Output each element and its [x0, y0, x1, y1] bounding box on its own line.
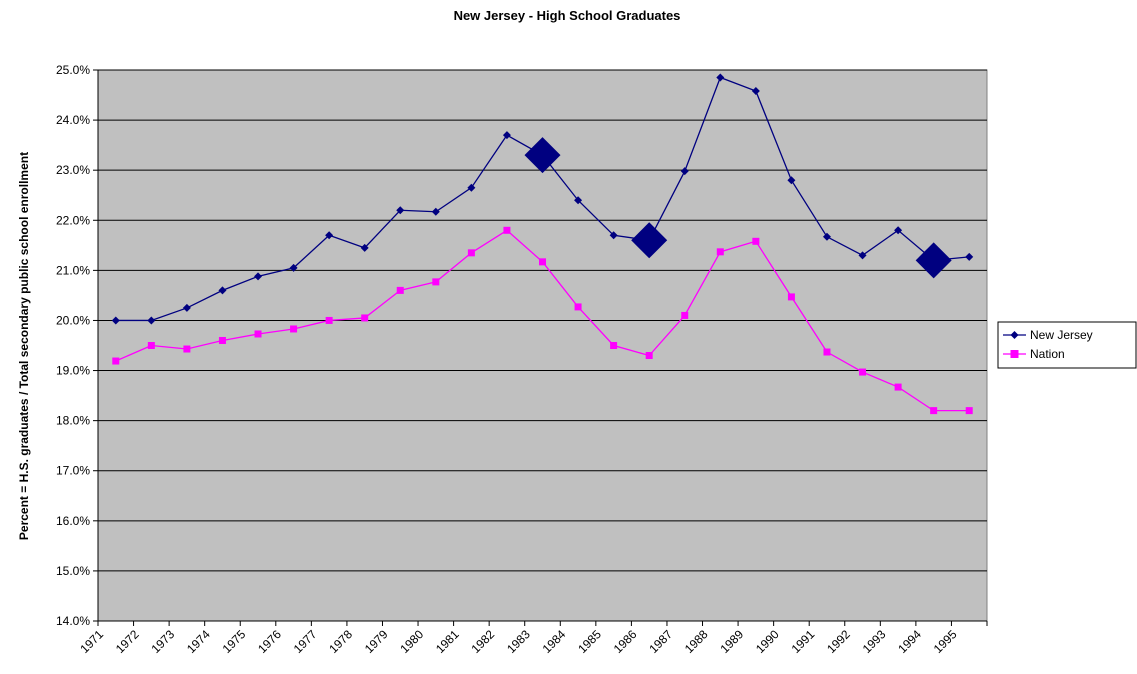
marker	[716, 248, 724, 256]
marker	[467, 249, 475, 257]
marker	[147, 316, 156, 325]
marker	[503, 226, 511, 234]
marker	[787, 293, 795, 301]
x-tick-label: 1981	[433, 627, 462, 656]
marker	[218, 286, 227, 295]
x-tick-label: 1980	[397, 627, 426, 656]
y-tick-label: 19.0%	[56, 364, 90, 378]
marker	[539, 258, 546, 266]
x-tick-label: 1977	[291, 627, 320, 656]
y-tick-label: 25.0%	[56, 63, 90, 77]
highlight-marker	[524, 137, 561, 174]
marker	[822, 232, 831, 241]
y-tick-label: 18.0%	[56, 414, 90, 428]
marker	[325, 316, 333, 324]
x-tick-label: 1993	[860, 627, 889, 656]
x-tick-label: 1984	[540, 627, 569, 656]
x-tick-label: 1978	[326, 627, 355, 656]
marker	[930, 407, 938, 415]
x-tick-label: 1974	[184, 627, 213, 656]
legend-label: New Jersey	[1030, 328, 1093, 342]
y-tick-label: 17.0%	[56, 464, 90, 478]
legend-marker	[1010, 331, 1019, 339]
y-tick-label: 16.0%	[56, 514, 90, 528]
marker	[645, 352, 653, 360]
marker	[361, 314, 369, 322]
legend-marker	[1010, 350, 1019, 358]
x-tick-label: 1986	[611, 627, 640, 656]
marker	[147, 342, 155, 349]
x-tick-label: 1988	[682, 627, 711, 656]
marker	[431, 207, 440, 216]
x-tick-label: 1992	[824, 627, 853, 656]
marker	[965, 252, 974, 261]
marker	[360, 243, 369, 252]
marker	[289, 263, 298, 272]
x-tick-label: 1987	[646, 627, 675, 656]
x-tick-label: 1989	[717, 627, 746, 656]
marker	[823, 348, 831, 356]
x-tick-label: 1971	[77, 627, 106, 656]
marker	[716, 73, 725, 82]
x-tick-label: 1975	[220, 627, 249, 656]
x-tick-label: 1983	[504, 627, 533, 656]
highlight-marker	[915, 242, 952, 279]
marker	[254, 330, 262, 338]
marker	[858, 251, 867, 260]
x-tick-label: 1972	[113, 627, 142, 656]
x-tick-label: 1994	[895, 627, 924, 656]
marker	[396, 206, 405, 215]
marker	[290, 325, 298, 333]
chart-title: New Jersey - High School Graduates	[454, 8, 681, 23]
x-tick-label: 1982	[468, 627, 497, 656]
marker	[183, 345, 191, 353]
marker	[396, 286, 404, 294]
marker	[432, 278, 440, 286]
x-tick-label: 1976	[255, 627, 284, 656]
marker	[182, 303, 191, 312]
y-tick-label: 15.0%	[56, 564, 90, 578]
y-tick-label: 20.0%	[56, 313, 90, 327]
marker	[751, 87, 760, 96]
marker	[111, 316, 120, 325]
marker	[254, 272, 263, 281]
marker	[467, 183, 476, 192]
marker	[325, 231, 334, 240]
marker	[894, 226, 903, 235]
marker	[787, 176, 796, 185]
y-tick-label: 22.0%	[56, 213, 90, 227]
marker	[574, 303, 582, 311]
marker	[752, 237, 760, 245]
y-tick-label: 23.0%	[56, 163, 90, 177]
legend-box	[997, 321, 1137, 369]
marker	[859, 368, 867, 376]
x-tick-label: 1973	[148, 627, 177, 656]
marker	[502, 131, 511, 140]
marker	[680, 167, 689, 176]
series	[111, 73, 974, 325]
marker	[609, 231, 618, 240]
y-tick-label: 24.0%	[56, 113, 90, 127]
x-tick-label: 1990	[753, 627, 782, 656]
y-axis-label: Percent = H.S. graduates / Total seconda…	[17, 152, 31, 540]
legend: New Jersey Nation	[997, 321, 1137, 369]
x-tick-label: 1985	[575, 627, 604, 656]
y-tick-label: 21.0%	[56, 263, 90, 277]
marker	[218, 336, 226, 344]
highlight-marker	[631, 222, 668, 259]
y-tick-label: 14.0%	[56, 614, 90, 628]
marker	[894, 383, 902, 391]
x-tick-label: 1995	[931, 627, 960, 656]
x-tick-label: 1979	[362, 627, 391, 656]
x-tick-label: 1991	[789, 627, 818, 656]
marker	[965, 407, 973, 415]
marker	[574, 196, 583, 205]
series	[112, 226, 973, 415]
legend-label: Nation	[1030, 347, 1065, 361]
marker	[112, 357, 120, 365]
marker	[610, 342, 618, 349]
marker	[681, 311, 689, 319]
